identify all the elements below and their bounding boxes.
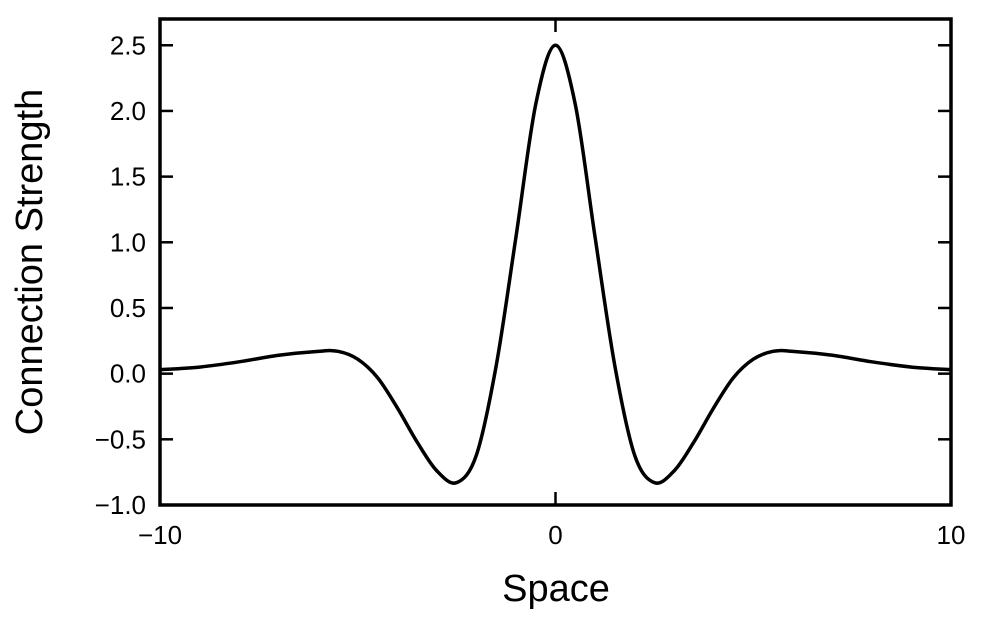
y-tick-label: 2.0: [110, 96, 146, 126]
y-tick-label: 0.0: [110, 359, 146, 389]
y-tick-label: −1.0: [95, 490, 146, 520]
plot-frame: [158, 17, 953, 507]
y-tick-label: 1.0: [110, 227, 146, 257]
x-tick-label: 10: [937, 520, 966, 550]
x-axis-ticks: [158, 19, 953, 505]
y-tick-label: 0.5: [110, 293, 146, 323]
y-axis-ticks: [160, 44, 951, 507]
y-tick-label: −0.5: [95, 424, 146, 454]
y-tick-label: 1.5: [110, 162, 146, 192]
x-tick-label: 0: [548, 520, 562, 550]
y-axis-tick-labels: −1.0 −0.5 0.0 0.5 1.0 1.5 2.0 2.5: [95, 30, 146, 520]
connection-strength-curve: [159, 43, 952, 485]
x-tick-label: −10: [138, 520, 182, 550]
x-axis-tick-labels: −10 0 10: [138, 520, 966, 550]
y-axis-label: Connection Strength: [9, 89, 51, 435]
x-axis-label: Space: [502, 568, 610, 610]
y-tick-label: 2.5: [110, 30, 146, 60]
